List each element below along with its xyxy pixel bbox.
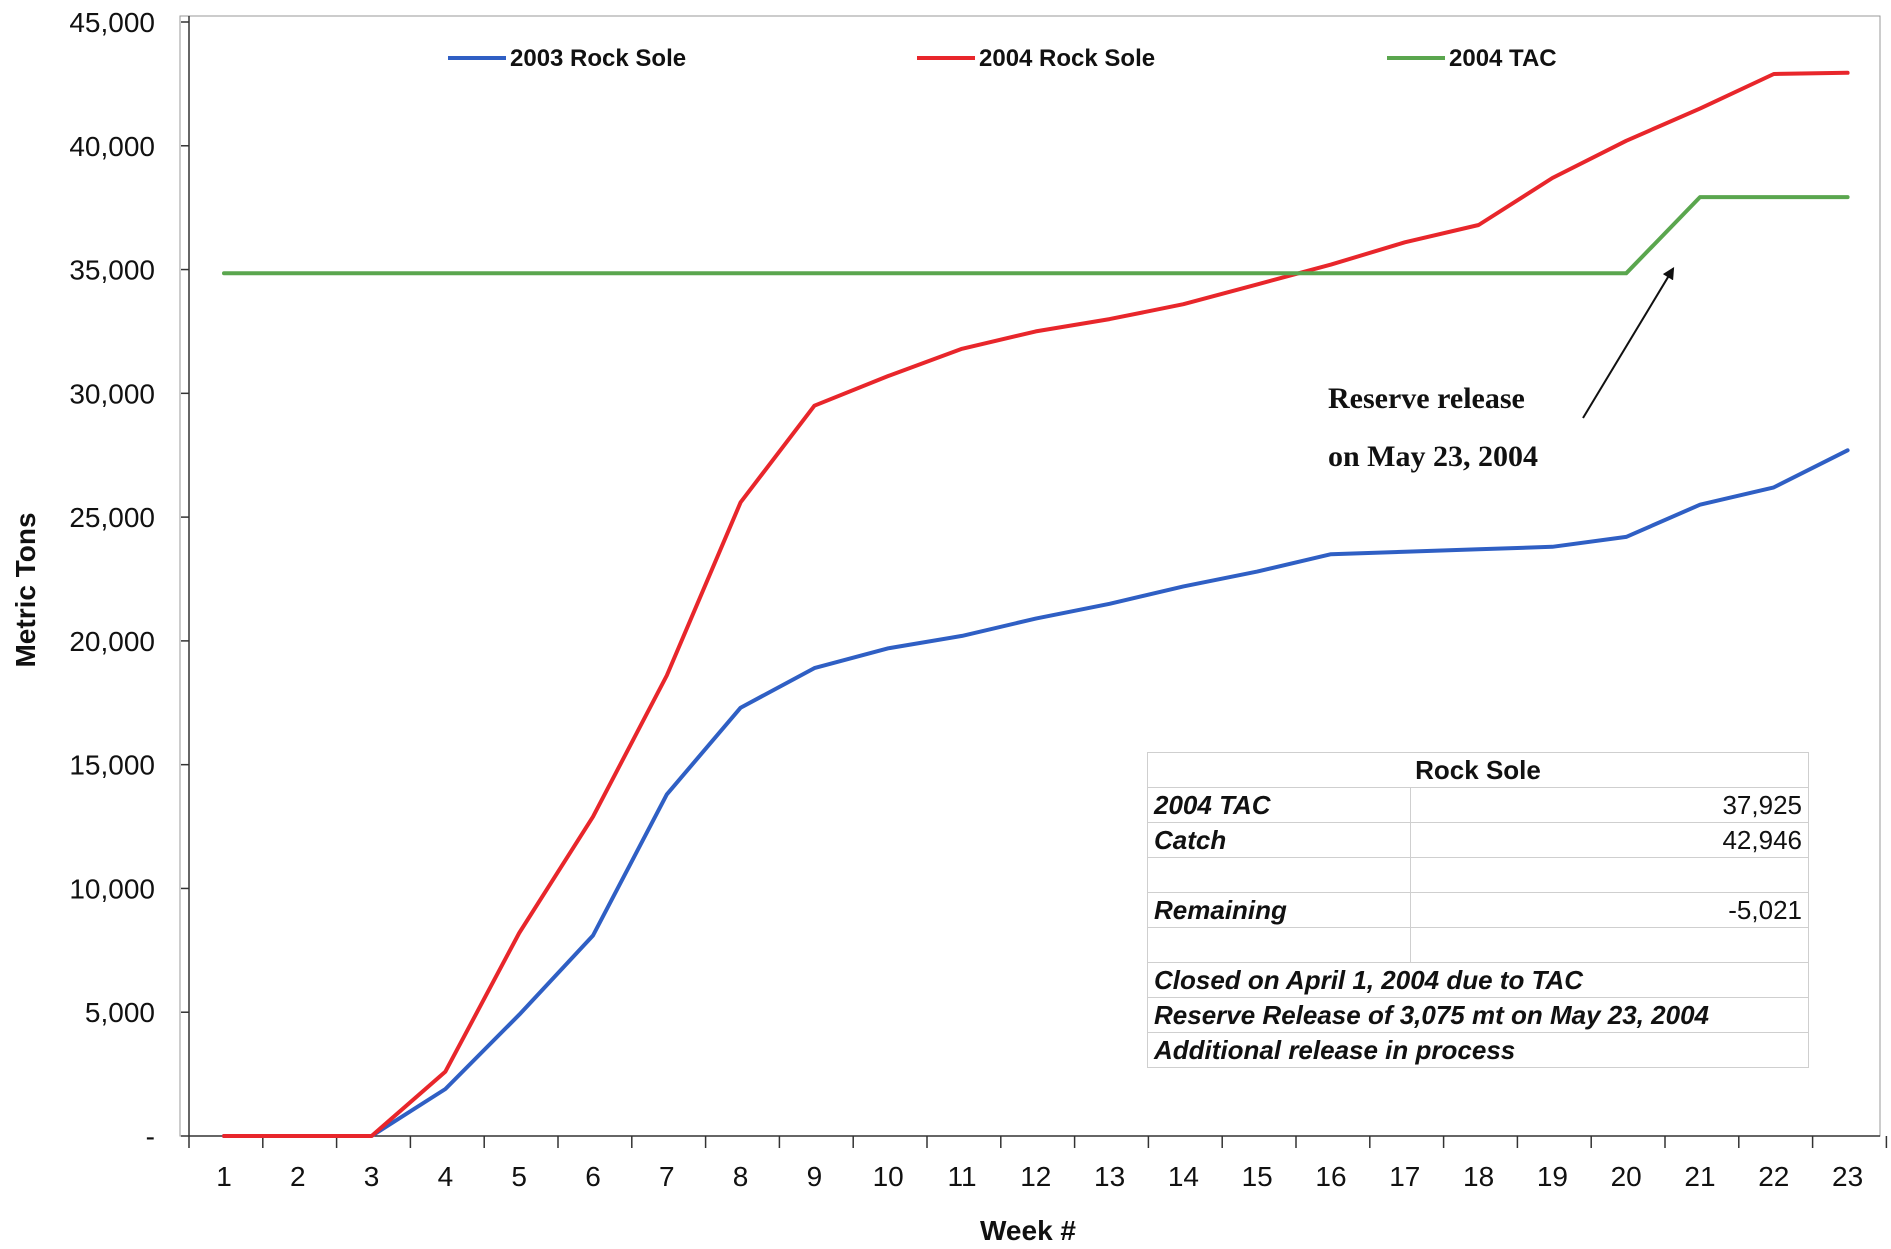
table-note-row: Reserve Release of 3,075 mt on May 23, 2…: [1147, 997, 1809, 1033]
annotation-text-line-0: Reserve release: [1328, 382, 1525, 415]
annotation-arrow: [1582, 266, 1675, 419]
x-tick-label: 9: [807, 1161, 823, 1192]
x-tick-label: 8: [733, 1161, 749, 1192]
x-axis-title: Week #: [980, 1215, 1076, 1246]
x-tick-label: 7: [659, 1161, 675, 1192]
x-tick-label: 11: [947, 1161, 976, 1192]
legend: 2003 Rock Sole 2004 Rock Sole 2004 TAC: [448, 45, 1557, 72]
table-note-row: Additional release in process: [1147, 1032, 1809, 1068]
x-tick-label: 13: [1094, 1161, 1125, 1192]
table-row: 2004 TAC 37,925: [1147, 787, 1809, 823]
x-tick-label: 19: [1537, 1161, 1568, 1192]
x-tick-label: 16: [1315, 1161, 1346, 1192]
table-row-value: [1410, 927, 1809, 963]
y-axis-title: Metric Tons: [10, 512, 41, 667]
rock-sole-summary-table: Rock Sole 2004 TAC 37,925 Catch 42,946 Remai…: [1147, 752, 1809, 1068]
series-line-2: [222, 195, 1850, 276]
x-tick-label: 14: [1168, 1161, 1199, 1192]
table-row-label: [1147, 927, 1411, 963]
table-note: Reserve Release of 3,075 mt on May 23, 2…: [1147, 997, 1809, 1033]
y-tick-label: -: [146, 1121, 155, 1152]
table-row-value: 42,946: [1410, 822, 1809, 858]
x-tick-label: 15: [1242, 1161, 1273, 1192]
table-row: [1147, 927, 1809, 963]
y-tick-label: 10,000: [69, 873, 155, 904]
y-tick-label: 20,000: [69, 626, 155, 657]
x-tick-label: 5: [511, 1161, 527, 1192]
y-tick-label: 45,000: [69, 7, 155, 38]
y-tick-label: 25,000: [69, 502, 155, 533]
x-tick-label: 1: [216, 1161, 232, 1192]
y-tick-label: 30,000: [69, 378, 155, 409]
y-tick-label: 35,000: [69, 255, 155, 286]
x-tick-label: 20: [1611, 1161, 1642, 1192]
x-tick-label: 17: [1389, 1161, 1420, 1192]
legend-label-2: 2004 TAC: [1449, 45, 1557, 72]
table-row: Remaining -5,021: [1147, 892, 1809, 928]
x-tick-label: 23: [1832, 1161, 1863, 1192]
legend-label-1: 2004 Rock Sole: [979, 45, 1155, 72]
x-tick-label: 6: [585, 1161, 601, 1192]
y-tick-label: 5,000: [85, 997, 155, 1028]
table-row-value: 37,925: [1410, 787, 1809, 823]
x-tick-label: 18: [1463, 1161, 1494, 1192]
x-tick-label: 22: [1758, 1161, 1789, 1192]
x-tick-label: 12: [1020, 1161, 1051, 1192]
table-row-value: [1410, 857, 1809, 893]
table-row: Catch 42,946: [1147, 822, 1809, 858]
table-row-label: Catch: [1147, 822, 1411, 858]
annotation-layer: Reserve release on May 23, 2004: [1328, 266, 1675, 473]
table-row-value: -5,021: [1410, 892, 1809, 928]
table-row: [1147, 857, 1809, 893]
table-title: Rock Sole: [1147, 752, 1809, 788]
table-note-row: Closed on April 1, 2004 due to TAC: [1147, 962, 1809, 998]
table-row-label: 2004 TAC: [1147, 787, 1411, 823]
table-note: Closed on April 1, 2004 due to TAC: [1147, 962, 1809, 998]
series-line-1: [222, 70, 1850, 1138]
x-tick-label: 21: [1684, 1161, 1715, 1192]
y-tick-label: 40,000: [69, 131, 155, 162]
axes: - 5,000 10,000 15,000 20,000 25,000 30,000 35,0…: [69, 7, 1888, 1192]
table-row-label: Remaining: [1147, 892, 1411, 928]
series-layer: [222, 70, 1850, 1138]
y-tick-label: 15,000: [69, 750, 155, 781]
x-tick-label: 10: [873, 1161, 904, 1192]
x-tick-label: 3: [364, 1161, 380, 1192]
x-tick-label: 4: [438, 1161, 454, 1192]
table-title-row: Rock Sole: [1147, 752, 1809, 788]
legend-label-0: 2003 Rock Sole: [510, 45, 686, 72]
series-line-0: [222, 448, 1850, 1138]
table-note: Additional release in process: [1147, 1032, 1809, 1068]
x-tick-label: 2: [290, 1161, 306, 1192]
table-row-label: [1147, 857, 1411, 893]
annotation-text-line-1: on May 23, 2004: [1328, 440, 1538, 473]
